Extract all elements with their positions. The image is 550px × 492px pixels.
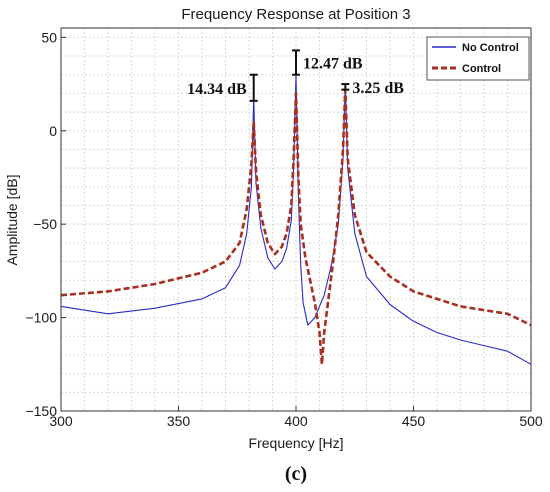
series-layer [60, 74, 532, 366]
annotation-label: 12.47 dB [303, 56, 363, 73]
legend-label-control: Control [462, 63, 501, 75]
annotation-label: 3.25 dB [352, 80, 404, 97]
y-tick-label: −100 [25, 310, 57, 326]
legend-box [426, 36, 530, 81]
x-tick-label: 350 [167, 413, 191, 429]
legend-label-no-control: No Control [462, 42, 519, 54]
series-line-control [60, 88, 532, 366]
y-tick-label: −150 [25, 403, 57, 419]
x-tick-label: 450 [402, 413, 426, 429]
x-tick-label: 300 [49, 413, 73, 429]
panel-label: (c) [285, 463, 307, 485]
legend: No Control Control [426, 36, 530, 81]
series-line-no-control [60, 74, 532, 365]
annotation-layer: 14.34 dB 12.47 dB 3.25 dB [187, 49, 404, 102]
y-tick-label: 50 [41, 29, 57, 45]
x-tick-label: 400 [284, 413, 308, 429]
y-tick-label: 0 [49, 123, 57, 139]
tick-layer: 300 350 400 450 500 −150 −100 −50 0 50 [25, 29, 542, 429]
x-axis-label: Frequency [Hz] [249, 435, 344, 451]
y-tick-label: −50 [33, 216, 57, 232]
chart-title: Frequency Response at Position 3 [181, 6, 410, 23]
y-axis-label: Amplitude [dB] [4, 174, 20, 265]
annotation-label: 14.34 dB [187, 81, 247, 98]
x-tick-label: 500 [519, 413, 543, 429]
